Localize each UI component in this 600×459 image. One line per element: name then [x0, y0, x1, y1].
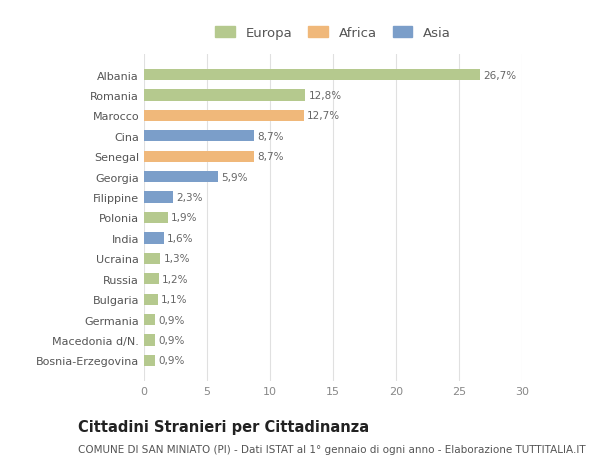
Text: Cittadini Stranieri per Cittadinanza: Cittadini Stranieri per Cittadinanza [78, 419, 369, 434]
Text: 2,3%: 2,3% [176, 193, 203, 203]
Bar [144, 90, 305, 101]
Text: 12,8%: 12,8% [308, 91, 341, 101]
Text: 0,9%: 0,9% [158, 335, 185, 345]
Text: 8,7%: 8,7% [257, 152, 283, 162]
Text: 1,6%: 1,6% [167, 233, 194, 243]
Text: 1,3%: 1,3% [164, 254, 190, 264]
Text: 0,9%: 0,9% [158, 315, 185, 325]
Text: 1,9%: 1,9% [171, 213, 197, 223]
Bar [144, 294, 158, 305]
Text: 8,7%: 8,7% [257, 132, 283, 141]
Bar [144, 172, 218, 183]
Text: 26,7%: 26,7% [484, 71, 517, 80]
Text: 1,1%: 1,1% [161, 295, 188, 304]
Text: 12,7%: 12,7% [307, 111, 340, 121]
Text: 1,2%: 1,2% [162, 274, 189, 284]
Legend: Europa, Africa, Asia: Europa, Africa, Asia [211, 22, 455, 44]
Bar [144, 213, 168, 224]
Text: COMUNE DI SAN MINIATO (PI) - Dati ISTAT al 1° gennaio di ogni anno - Elaborazion: COMUNE DI SAN MINIATO (PI) - Dati ISTAT … [78, 444, 586, 454]
Bar [144, 111, 304, 122]
Bar [144, 192, 173, 203]
Bar [144, 335, 155, 346]
Bar [144, 314, 155, 325]
Text: 0,9%: 0,9% [158, 356, 185, 365]
Bar [144, 151, 254, 162]
Bar [144, 131, 254, 142]
Bar [144, 355, 155, 366]
Text: 5,9%: 5,9% [221, 172, 248, 182]
Bar [144, 274, 159, 285]
Bar [144, 253, 160, 264]
Bar [144, 233, 164, 244]
Bar [144, 70, 481, 81]
